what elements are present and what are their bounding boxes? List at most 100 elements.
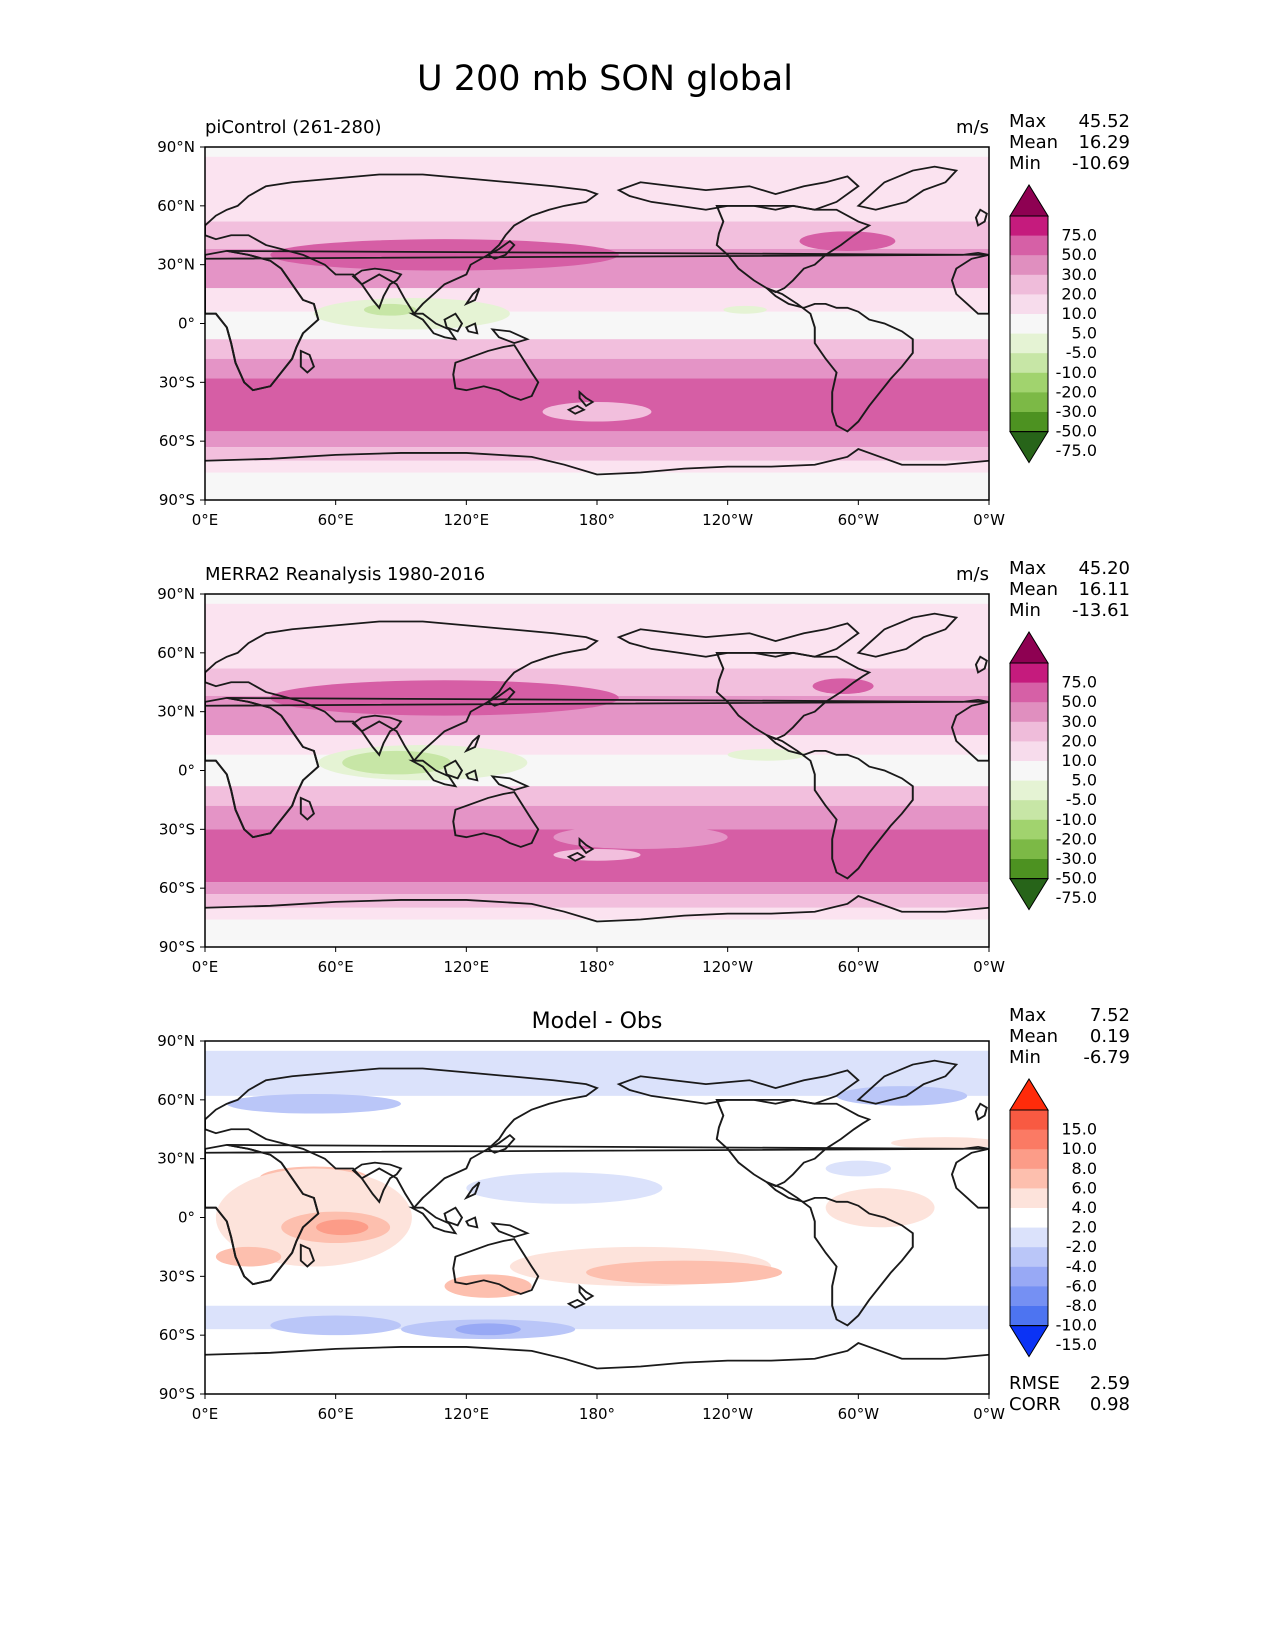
colorbar-label: -75.0 [1056, 441, 1097, 460]
colorbar-label: 50.0 [1061, 692, 1097, 711]
colorbar-segment [1010, 1129, 1048, 1150]
colorbar-label: 20.0 [1061, 731, 1097, 750]
colorbar-segment [1010, 353, 1048, 374]
lat-tick-label: 60°S [159, 1326, 195, 1344]
lat-tick-label: 0° [178, 762, 195, 780]
colorbar-label: -30.0 [1056, 849, 1097, 868]
lon-tick-label: 0°W [973, 511, 1005, 529]
colorbar-label: -2.0 [1066, 1237, 1097, 1256]
stat-label: Max [1009, 111, 1047, 132]
contour-patch [812, 678, 874, 695]
stat-value: 45.52 [1078, 111, 1130, 132]
lon-tick-label: 60°W [838, 1405, 880, 1423]
lat-tick-label: 0° [178, 315, 195, 333]
stat-label: Max [1009, 558, 1047, 579]
contour-patch [891, 1137, 989, 1149]
stat-label: Min [1009, 600, 1041, 621]
contour-patch [727, 748, 807, 761]
contour-patch [215, 1246, 282, 1267]
lon-tick-label: 180° [579, 1405, 615, 1423]
contour-patch [553, 848, 641, 861]
panel-left-title: MERRA2 Reanalysis 1980-2016 [205, 564, 485, 585]
map-field [205, 594, 989, 947]
lon-tick-label: 120°W [702, 958, 753, 976]
colorbar-label: 30.0 [1061, 265, 1097, 284]
stat-label: Max [1009, 1005, 1047, 1026]
lon-tick-label: 60°W [838, 511, 880, 529]
contour-band [205, 882, 989, 895]
contour-patch [226, 1093, 401, 1114]
figure-title: U 200 mb SON global [417, 59, 793, 99]
contour-patch [825, 1160, 891, 1177]
contour-patch [270, 1315, 401, 1336]
colorbar-frame [1009, 1109, 1049, 1327]
colorbar-label: 10.0 [1061, 304, 1097, 323]
lon-tick-label: 0°E [192, 1405, 219, 1423]
colorbar-label: 50.0 [1061, 245, 1097, 264]
colorbar-label: -50.0 [1056, 869, 1097, 888]
map-field [205, 147, 989, 500]
colorbar-label: -4.0 [1066, 1257, 1097, 1276]
colorbar-extend-top [1009, 1078, 1049, 1111]
colorbar-label: -15.0 [1056, 1335, 1097, 1354]
colorbar-segment [1010, 800, 1048, 821]
colorbar-extend-top [1009, 184, 1049, 217]
lon-tick-label: 60°E [318, 1405, 354, 1423]
colorbar-segment [1010, 294, 1048, 315]
colorbar-segment [1010, 1208, 1048, 1229]
stat-label: Min [1009, 153, 1041, 174]
stat-value: 45.20 [1078, 558, 1130, 579]
colorbar-segment [1010, 761, 1048, 782]
lat-tick-label: 60°N [157, 197, 195, 215]
colorbar-segment [1010, 392, 1048, 413]
colorbar-label: -20.0 [1056, 382, 1097, 401]
lon-tick-label: 120°W [702, 511, 753, 529]
colorbar-extend-bottom [1009, 878, 1049, 911]
colorbar-segment [1010, 333, 1048, 354]
colorbar-label: 10.0 [1061, 751, 1097, 770]
contour-band [205, 460, 989, 473]
lat-tick-label: 30°N [157, 703, 195, 721]
stat-label: Min [1009, 1047, 1041, 1068]
contour-patch [455, 1323, 521, 1336]
panels: 90°N 60°N 30°N 0° 30°S 60°S 90°S 0°E 60°E 120°E 18… [157, 111, 1130, 1423]
lat-tick-label: 30°S [159, 820, 195, 838]
stat-value: 16.29 [1078, 132, 1130, 153]
colorbar-segment [1010, 859, 1048, 880]
panel-center-title: Model - Obs [532, 1009, 663, 1034]
lat-tick-label: 30°S [159, 1267, 195, 1285]
contour-band [205, 735, 989, 755]
contour-patch [270, 680, 619, 716]
colorbar-segment [1010, 1266, 1048, 1287]
colorbar-label: 75.0 [1061, 226, 1097, 245]
colorbar-segment [1010, 663, 1048, 684]
contour-band [205, 805, 989, 830]
stat-label: Mean [1009, 132, 1058, 153]
panel-diff: 90°N 60°N 30°N 0° 30°S 60°S 90°S 0°E 60°E 120°E 18… [157, 1005, 1130, 1423]
colorbar-label: 4.0 [1072, 1198, 1097, 1217]
lat-tick-label: 90°N [157, 1032, 195, 1050]
colorbar-segment [1010, 255, 1048, 276]
colorbar-label: 75.0 [1061, 673, 1097, 692]
lon-tick-label: 120°E [444, 511, 490, 529]
colorbar-segment [1010, 1188, 1048, 1209]
colorbar-label: -10.0 [1056, 1316, 1097, 1335]
colorbar-label: -10.0 [1056, 810, 1097, 829]
panel-units: m/s [956, 117, 989, 138]
map-field [205, 1041, 989, 1394]
colorbar-label: -5.0 [1066, 343, 1097, 362]
lat-tick-label: 60°S [159, 879, 195, 897]
contour-band [205, 786, 989, 806]
colorbar-segment [1010, 780, 1048, 801]
contour-band [205, 156, 989, 222]
lon-tick-label: 60°E [318, 958, 354, 976]
contour-patch [444, 1274, 532, 1298]
colorbar-segment [1010, 1110, 1048, 1131]
contour-patch [553, 825, 728, 849]
stat-value: -10.69 [1072, 153, 1130, 174]
colorbar-segment [1010, 314, 1048, 335]
colorbar-frame [1009, 662, 1049, 880]
contour-patch [542, 401, 652, 422]
panel-left-title: piControl (261-280) [205, 117, 381, 138]
